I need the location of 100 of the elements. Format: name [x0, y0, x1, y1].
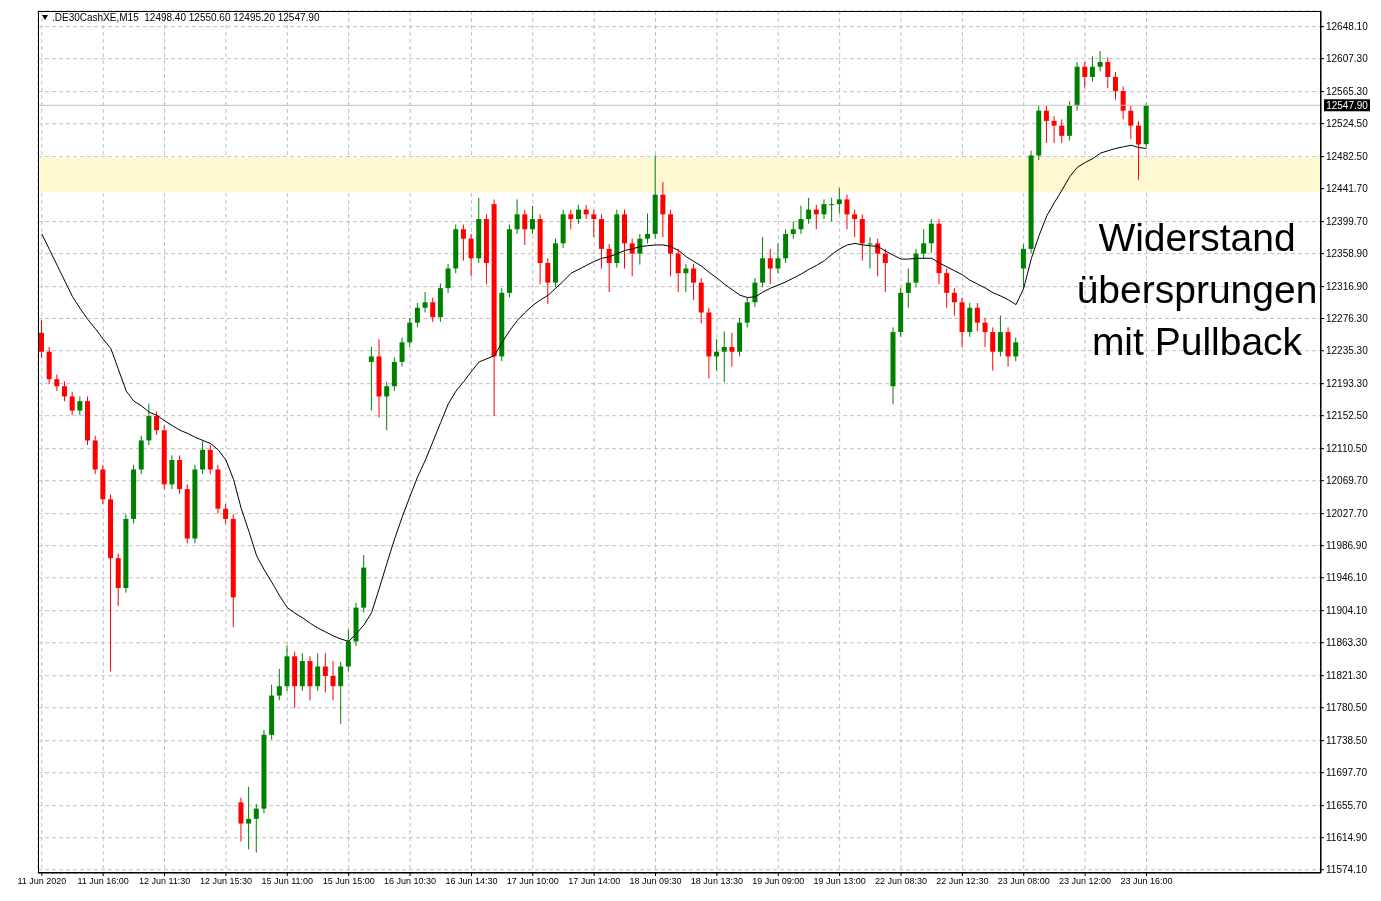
y-tick-label: 12482.50	[1326, 151, 1369, 163]
candlestick	[982, 317, 988, 348]
candlestick	[568, 209, 574, 230]
x-tick-label: 16 Jun 10:30	[384, 876, 437, 887]
y-tick-label: 12524.50	[1326, 118, 1369, 130]
candlestick	[867, 236, 873, 269]
candlestick	[207, 444, 213, 475]
candlestick	[905, 268, 911, 309]
candlestick	[69, 391, 75, 416]
y-tick-label: 12235.30	[1326, 345, 1369, 357]
y-tick-label: 11655.70	[1326, 800, 1368, 812]
candlestick	[529, 205, 535, 235]
x-tick-label: 18 Jun 09:30	[629, 876, 682, 887]
x-tick-label: 15 Jun 15:00	[322, 876, 375, 887]
candlestick	[836, 187, 842, 215]
candlestick	[514, 198, 520, 235]
candlestick	[154, 410, 160, 436]
candlestick	[39, 319, 44, 359]
x-tick-label: 17 Jun 14:00	[568, 876, 621, 887]
candlestick	[253, 803, 259, 854]
candlestick	[1059, 118, 1065, 144]
candlestick	[944, 268, 950, 309]
x-tick-label: 23 Jun 12:00	[1059, 876, 1112, 887]
candlestick	[315, 652, 321, 692]
x-tick-label: 11 Jun 2020	[17, 876, 67, 887]
candlestick	[1051, 115, 1057, 144]
y-tick-label: 12565.30	[1326, 86, 1369, 98]
candlestick	[637, 233, 643, 266]
y-tick-label: 12069.70	[1326, 475, 1369, 487]
candlestick	[430, 297, 436, 323]
y-tick-label: 11780.50	[1326, 702, 1368, 714]
candlestick	[691, 263, 697, 301]
chart-title: .DE30CashXE,M15 12498.40 12550.60 12495.20 12547.90	[52, 12, 320, 23]
x-tick-label: 11 Jun 16:00	[77, 876, 129, 887]
candlestick	[77, 395, 83, 416]
candlestick	[384, 381, 390, 431]
candlestick	[575, 204, 581, 225]
candlestick	[422, 291, 428, 313]
candlestick	[238, 797, 244, 843]
candlestick	[821, 198, 827, 220]
candlestick	[545, 257, 551, 305]
y-tick-label: 12027.70	[1326, 508, 1369, 520]
x-tick-label: 15 Jun 11:00	[261, 876, 314, 887]
candlestick	[721, 330, 727, 383]
y-tick-label: 12152.50	[1326, 410, 1369, 422]
candlestick	[338, 661, 344, 725]
candlestick	[246, 786, 252, 850]
candlestick	[928, 218, 934, 254]
y-tick-label: 12399.70	[1326, 216, 1369, 228]
candlestick	[921, 228, 927, 259]
x-tick-label: 12 Jun 11:30	[138, 876, 191, 887]
y-tick-label: 11821.30	[1326, 670, 1368, 682]
y-tick-label: 12316.90	[1326, 281, 1369, 293]
candlestick	[974, 302, 980, 332]
candlestick	[468, 233, 474, 277]
candlestick	[806, 197, 812, 225]
y-tick-label: 12276.30	[1326, 313, 1369, 325]
candlestick	[1043, 105, 1049, 144]
candlestick	[744, 297, 750, 328]
x-tick-label: 18 Jun 13:30	[690, 876, 743, 887]
y-tick-label: 12648.10	[1326, 21, 1369, 33]
candlestick	[829, 197, 835, 222]
candlestick	[522, 209, 528, 246]
candlestick	[675, 248, 681, 293]
x-tick-label: 12 Jun 15:30	[199, 876, 252, 887]
candlestick	[645, 213, 651, 244]
candlestick	[62, 381, 68, 402]
candlestick	[1082, 61, 1088, 89]
candlestick	[1097, 50, 1103, 72]
candlestick	[660, 181, 666, 238]
candlestick	[1128, 105, 1134, 140]
candlestick	[1120, 85, 1126, 120]
candlestick	[223, 503, 229, 525]
candlestick	[445, 263, 451, 294]
x-tick-label: 22 Jun 08:30	[874, 876, 928, 887]
candlestick	[591, 209, 597, 238]
y-tick-label: 11574.10	[1326, 864, 1368, 876]
candlestick	[775, 242, 781, 274]
candlestick	[852, 209, 858, 238]
y-tick-label: 12110.50	[1326, 443, 1368, 455]
candlestick	[951, 287, 957, 317]
x-tick-label: 19 Jun 09:00	[752, 876, 805, 887]
candlestick	[368, 346, 374, 412]
x-tick-label: 17 Jun 10:00	[506, 876, 559, 887]
candlestick	[767, 248, 773, 285]
candlestick	[322, 652, 328, 693]
candlestick	[629, 238, 635, 277]
x-tick-label: 22 Jun 12:30	[936, 876, 989, 887]
y-tick-label: 12193.30	[1326, 378, 1369, 390]
candlestick	[1105, 56, 1111, 89]
candlestick	[1013, 337, 1019, 362]
candlestick	[1089, 56, 1095, 83]
y-tick-label: 11614.90	[1326, 832, 1368, 844]
y-tick-label: 11863.30	[1326, 637, 1368, 649]
y-tick-label: 12607.30	[1326, 53, 1369, 65]
annotation: Widerstand übersprungen mit Pullback	[1075, 215, 1319, 365]
x-tick-label: 23 Jun 08:00	[997, 876, 1050, 887]
candlestick	[882, 248, 888, 293]
y-tick-label: 11946.10	[1326, 572, 1368, 584]
y-tick-label: 11738.50	[1326, 735, 1368, 747]
